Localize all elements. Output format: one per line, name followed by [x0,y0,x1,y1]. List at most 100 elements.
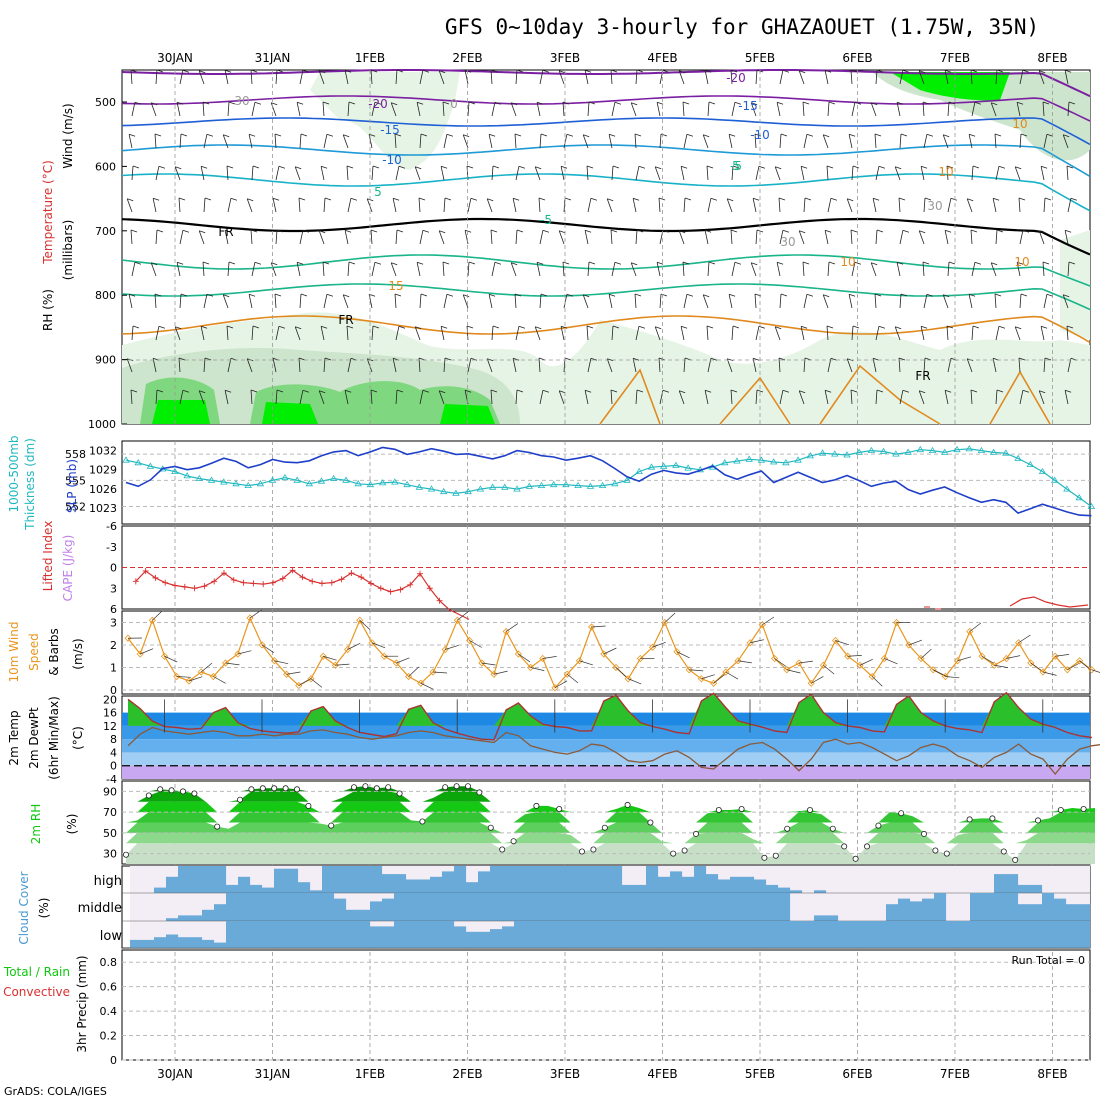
wind-barb [250,69,253,85]
wind-barb [755,69,758,85]
cloud-bar-high [274,868,287,893]
ylabel-cape: CAPE (J/kg) [61,535,75,602]
wind-barb-feather [464,69,472,73]
wind-barb-feather [274,293,282,297]
wind-barb [611,262,616,277]
wind-barb-feather [638,165,646,169]
rh-point [464,783,471,790]
rh-point [282,785,289,792]
wind-barb-feather [752,197,760,201]
wind-barb [632,358,637,373]
wind-barb-feather [127,198,134,202]
wind-barb-feather [991,102,998,106]
rh-band [126,791,1095,802]
cloud-bar-high [526,866,539,893]
cloud-bar-low [1042,921,1055,948]
ylabel-slp: SLP (mb) [65,459,79,513]
precip-tick-label: 0 [110,1054,117,1067]
date-label-bottom: 8FEB [1037,1067,1067,1081]
wind-point [258,641,266,649]
cloud-bar-high [202,866,215,893]
wind-barb-feather [636,389,644,393]
cloud-bar-high [586,866,599,893]
wind-barb-feather [900,133,908,137]
wind-barb [1066,325,1069,341]
wind-barb-feather [895,166,902,170]
wind-barb-feather [775,326,782,330]
wind-barb-feather [926,133,934,137]
cloud-bar-low [814,921,827,948]
cloud-bar-low [778,921,791,948]
temp-tick-label: 16 [103,707,117,720]
wind-barb [176,262,181,277]
wind-barb [251,102,256,117]
wind-barb [752,198,757,213]
wind-barb-feather [252,325,260,329]
ylabel-minmax: (6hr Min/Max) [47,696,61,780]
wind-barb [995,166,1000,181]
wind-barb [728,294,733,309]
wind-barb-feather [302,229,310,233]
thickness-point [342,476,350,483]
wind-barb-feather [156,229,164,233]
thickness-point [220,478,228,485]
li-tick-label: -3 [106,541,117,554]
wind-point [209,672,217,681]
wind-barb-feather [156,69,164,73]
wind-barb [971,262,976,277]
wind-barb [414,326,421,341]
wind-point [612,663,620,672]
wind-barb-feather [535,166,542,170]
ylabel-temperature: Temperature (°C) [41,160,55,265]
wind-barb-feather [560,165,568,169]
wind-barb [200,326,205,341]
wind-barb [203,294,208,309]
surface-barb [432,671,448,674]
wind-barb-feather [442,101,450,105]
wind-barb-feather [991,262,998,266]
wind-tick-label: 1 [110,662,117,675]
wind-barb [562,261,565,277]
wind-barb-feather [254,101,262,105]
temperature-contours [121,69,1091,425]
wind-barb [776,102,781,117]
cloud-bar-high [1018,884,1031,893]
wind-barb-feather [806,133,814,137]
wind-barb [1064,390,1069,405]
cloud-bar-middle [694,893,707,921]
wind-point [917,654,925,663]
wind-barb [318,390,325,405]
wind-barb [1042,101,1045,117]
wind-barb-feather [182,229,190,233]
li-point [142,567,149,574]
thickness-point [892,450,900,457]
thickness-point [818,449,827,456]
thickness-point [1002,449,1010,456]
wind-barb [826,325,829,341]
wind-barb-feather [512,197,520,201]
rh-point [989,815,996,822]
thickness-point [977,446,986,453]
wind-barb [944,70,949,85]
surface-barb [713,674,725,684]
surface-barb [701,674,715,680]
cloud-bar-low [190,937,203,948]
thickness-point [647,463,656,470]
wind-barb-feather [516,69,524,73]
wind-point [783,666,791,674]
cloud-bar-middle [1066,904,1079,921]
wind-barb-feather [439,230,446,234]
thickness-point [659,462,668,469]
wind-barb-feather [420,133,428,137]
cloud-bar-high [394,874,407,893]
thickness-point [439,487,448,495]
thickness-point [769,458,778,465]
wind-barb-feather [250,389,258,393]
thickness-point [513,485,521,492]
wind-barb-feather [802,261,810,265]
surface-barb [908,639,923,646]
li-point [181,583,188,590]
wind-barb [558,230,565,245]
wind-barb [486,198,493,213]
cloud-bar-middle [562,893,575,921]
